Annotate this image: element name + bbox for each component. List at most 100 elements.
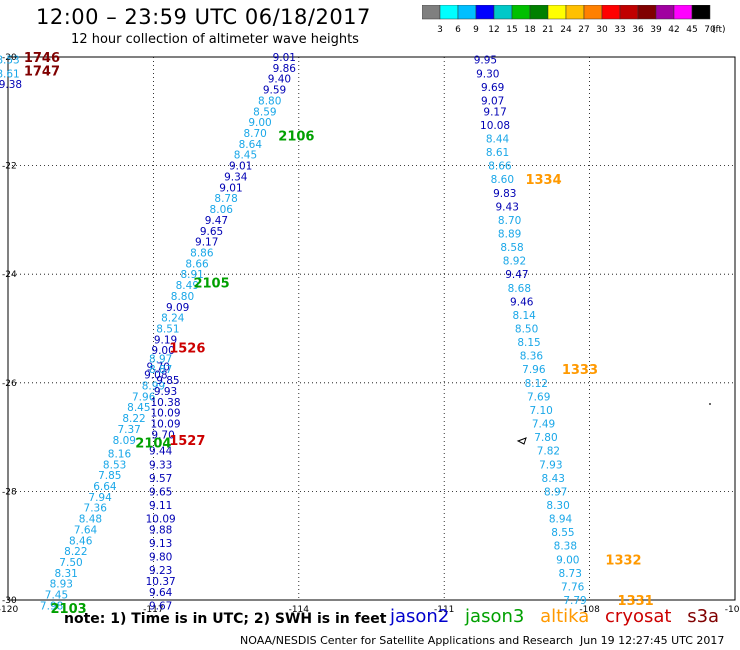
colorbar-label: 33 [614,25,625,35]
wave-height-value: 8.30 [546,500,569,512]
wave-height-value: 9.47 [205,215,228,227]
colorbar-label: 15 [506,25,517,35]
wave-height-value: 9.65 [149,486,172,498]
footer-credit: NOAA/NESDIS Center for Satellite Applica… [240,634,574,647]
legend-altika: altika [540,606,590,627]
x-tick-label: -108 [579,605,600,615]
wave-height-value: 9.85 [156,375,179,387]
wave-height-value: 8.50 [515,324,538,336]
wave-height-value: 10.09 [146,514,176,526]
wave-height-value: 9.70 [151,429,174,441]
track-altika-east: 9.959.309.699.079.1710.088.448.618.668.6… [474,55,654,609]
wave-height-value: 8.45 [234,150,257,162]
wave-height-value: 7.80 [534,432,557,444]
wave-height-value: 8.97 [544,486,567,498]
wave-height-value: 9.19 [154,334,177,346]
wave-height-value: 8.68 [508,283,531,295]
wave-height-value: 9.86 [273,63,297,75]
wave-height-value: 7.94 [88,492,112,504]
wave-height-value: 7.76 [561,581,585,593]
wave-height-value: 9.83 [493,188,516,200]
colorbar-label: 9 [473,25,479,35]
wave-height-value: 7.36 [84,503,108,515]
wave-height-value: 8.36 [520,351,544,363]
wave-height-value: 8.73 [559,568,582,580]
wave-height-value: 7.96 [522,364,546,376]
wave-height-value: 7.79 [563,595,586,607]
pass-time-label: 1746 [24,51,60,66]
wave-height-value: 9.88 [149,524,172,536]
wave-height-value: 8.48 [79,514,102,526]
colorbar-label: 21 [542,25,553,35]
pass-time-label: 1332 [605,553,641,568]
wave-height-value: 7.82 [537,446,560,458]
footer-note: note: 1) Time is in UTC; 2) SWH is in fe… [64,611,387,627]
wave-height-value: 9.30 [476,68,499,80]
wave-height-value: 7.93 [539,459,562,471]
wave-height-value: 8.61 [486,147,509,159]
wave-height-value: 9.00 [248,117,271,129]
y-tick-label: -24 [2,270,17,280]
wave-height-colorbar: 3 6 9 12 15 18 21 24 27 30 33 36 39 42 45 70(ft) [422,5,726,35]
legend-s3a: s3a [687,606,720,627]
colorbar-label: 36 [632,25,644,35]
colorbar-label: 45 [686,25,697,35]
wave-height-value: 8.93 [50,579,73,591]
wave-height-value: 8.49 [176,280,199,292]
wave-height-value: 8.87 [149,364,172,376]
colorbar-label: 18 [524,25,536,35]
colorbar-label: 70 [704,25,716,35]
wave-height-value: 7.49 [532,419,555,431]
wave-height-value: 7.96 [132,391,156,403]
wave-height-value: 8.64 [239,139,263,151]
dot-marker-icon [709,403,711,405]
map-frame [7,56,736,601]
wave-height-value: 9.64 [149,587,173,599]
wave-height-value: 8.89 [498,228,521,240]
colorbar-unit: (ft) [712,25,726,35]
wave-height-value: 9.33 [149,459,172,471]
wave-height-value: 8.31 [54,568,77,580]
colorbar-label: 39 [650,25,662,35]
x-tick-label: -111 [434,605,454,615]
wave-height-value: 8.78 [214,193,237,205]
wave-height-value: 9.13 [149,538,172,550]
wave-height-value: 8.58 [500,242,523,254]
land-marker-icon [516,437,527,445]
graticule [8,57,735,600]
wave-height-value: 9.09 [166,302,189,314]
footer-timestamp: Jun 19 12:27:45 UTC 2017 [580,634,725,647]
map-title: 12:00 – 23:59 UTC 06/18/2017 [36,5,371,29]
wave-height-value: 9.00 [556,554,579,566]
wave-height-value: 8.12 [525,378,548,390]
wave-height-value: 7.64 [74,524,98,536]
x-tick-label: -117 [143,605,163,615]
y-tick-label: -26 [2,379,17,389]
wave-height-value: 9.11 [149,500,172,512]
wave-height-value: 7.37 [117,424,140,436]
wave-height-value: 7.45 [45,590,68,602]
wave-height-value: 9.17 [483,106,506,118]
wave-height-value: 8.80 [258,95,281,107]
wave-height-value: 8.43 [542,473,565,485]
wave-height-value: 8.16 [108,448,132,460]
wave-height-value: 8.44 [486,133,510,145]
wave-height-value: 8.66 [185,258,209,270]
wave-height-value: 8.86 [190,247,214,259]
pass-time-label: 1747 [24,65,60,80]
wave-height-value: 10.09 [150,408,180,420]
pass-time-label: 1331 [618,594,654,609]
wave-height-value: 10.08 [480,120,510,132]
wave-height-value: 9.01 [273,52,296,64]
pass-time-label: 1334 [525,173,561,188]
y-tick-label: -20 [2,53,17,63]
map-subtitle: 12 hour collection of altimeter wave hei… [71,32,359,47]
wave-height-value: 8.92 [503,256,526,268]
wave-height-value: 9.93 [154,386,177,398]
pass-time-label: 2105 [193,276,229,291]
wave-height-value: 8.53 [0,55,20,67]
wave-height-value: 8.55 [551,527,574,539]
wave-height-value: 8.70 [243,128,266,140]
